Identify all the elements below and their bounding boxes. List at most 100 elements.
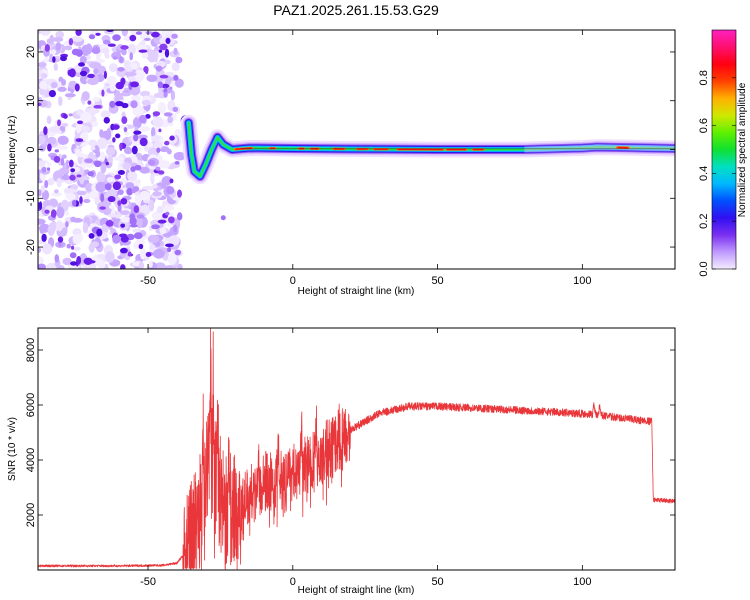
noise-blob <box>130 100 138 109</box>
noise-blob <box>99 206 106 210</box>
noise-blob <box>132 228 142 233</box>
noise-blob <box>177 263 183 269</box>
spectrogram-data <box>38 30 675 269</box>
noise-blob <box>121 102 129 109</box>
noise-blob <box>134 44 147 50</box>
noise-blob <box>150 173 155 183</box>
noise-blob <box>43 126 48 136</box>
noise-blob <box>38 223 51 233</box>
noise-blob <box>39 99 48 108</box>
noise-blob <box>124 71 137 77</box>
noise-blob <box>167 116 174 124</box>
noise-blob <box>61 78 66 86</box>
noise-blob <box>115 133 121 139</box>
noise-blob <box>87 77 99 86</box>
noise-blob <box>46 115 52 125</box>
noise-blob <box>149 244 156 251</box>
noise-blob <box>173 47 178 56</box>
y-tick-label: 20 <box>25 46 37 58</box>
noise-blob <box>129 62 138 70</box>
noise-blob <box>91 241 99 248</box>
snr-background <box>38 328 675 570</box>
noise-blob <box>114 174 122 180</box>
noise-blob <box>133 130 142 135</box>
noise-blob <box>133 205 140 214</box>
y-tick-label: 6000 <box>25 393 37 417</box>
y-tick-label: 8000 <box>25 338 37 362</box>
noise-blob <box>157 102 167 114</box>
noise-blob <box>169 178 174 184</box>
noise-blob <box>76 152 86 158</box>
noise-blob <box>117 189 124 196</box>
spectrogram-y-axis-label: Frequency (Hz) <box>7 116 18 185</box>
noise-blob <box>109 82 116 92</box>
noise-blob <box>79 196 83 204</box>
noise-blob <box>164 48 170 58</box>
noise-blob <box>47 177 55 186</box>
noise-blob <box>133 232 143 240</box>
snr-series-line <box>38 328 675 570</box>
noise-blob <box>107 213 119 218</box>
noise-blob <box>151 31 160 38</box>
noise-blob <box>107 43 116 47</box>
noise-blob <box>155 65 163 72</box>
noise-blob <box>66 243 72 249</box>
noise-blob <box>138 261 145 269</box>
noise-blob <box>123 146 133 155</box>
noise-blob <box>120 216 132 223</box>
noise-blob <box>88 139 98 147</box>
noise-blob <box>123 127 128 133</box>
noise-blob <box>145 252 152 257</box>
noise-blob <box>48 90 57 98</box>
noise-blob <box>56 220 63 232</box>
noise-blob <box>64 45 73 51</box>
noise-blob <box>92 96 101 102</box>
noise-blob <box>100 193 105 203</box>
y-tick-label: -20 <box>25 239 37 255</box>
noise-blob <box>83 198 91 204</box>
noise-blob <box>136 216 143 229</box>
noise-blob <box>84 183 94 192</box>
noise-blob <box>117 200 122 206</box>
x-tick-label: 100 <box>573 576 591 588</box>
noise-blob <box>121 48 127 56</box>
y-tick-label: 2000 <box>25 503 37 527</box>
noise-blob <box>153 116 164 128</box>
noise-blob <box>38 160 46 167</box>
noise-blob <box>93 68 99 75</box>
noise-blob <box>163 91 168 98</box>
noise-blob <box>57 135 69 145</box>
noise-blob <box>165 243 174 248</box>
noise-blob <box>129 52 133 61</box>
noise-blob <box>79 70 88 77</box>
noise-blob <box>173 74 179 81</box>
noise-blob <box>120 247 128 254</box>
x-tick-label: 50 <box>431 275 443 287</box>
noise-blob <box>54 149 59 153</box>
colorbar-tick-label: 0.2 <box>698 214 710 229</box>
noise-blob <box>154 93 161 98</box>
noise-blob <box>98 261 106 269</box>
noise-blob <box>155 166 161 171</box>
noise-blob <box>106 128 111 137</box>
noise-blob <box>61 122 69 127</box>
noise-blob <box>73 246 81 251</box>
noise-blob <box>141 99 151 106</box>
noise-blob <box>159 160 171 169</box>
noise-blob <box>117 204 122 212</box>
noise-blob <box>88 233 95 239</box>
noise-blob <box>167 253 177 265</box>
noise-blob <box>148 199 155 212</box>
noise-blob <box>38 218 46 225</box>
colorbar-tick-label: 0.6 <box>698 118 710 133</box>
noise-blob <box>133 134 139 142</box>
noise-blob <box>107 155 113 164</box>
noise-blob <box>64 188 76 194</box>
noise-blob <box>161 83 170 89</box>
noise-blob <box>90 192 98 199</box>
noise-blob <box>127 43 137 55</box>
noise-blob <box>157 81 164 89</box>
noise-blob <box>173 224 178 233</box>
noise-blob <box>38 201 43 210</box>
snr-panel: -50 0 50 100 2000 4000 6000 8000 Height of str… <box>7 327 676 596</box>
